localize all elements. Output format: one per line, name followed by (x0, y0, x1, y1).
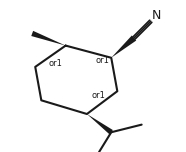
Polygon shape (111, 35, 136, 58)
Text: or1: or1 (96, 55, 110, 65)
Text: N: N (151, 9, 161, 22)
Polygon shape (31, 31, 66, 46)
Text: or1: or1 (49, 59, 63, 68)
Polygon shape (87, 114, 113, 134)
Text: or1: or1 (91, 90, 105, 100)
